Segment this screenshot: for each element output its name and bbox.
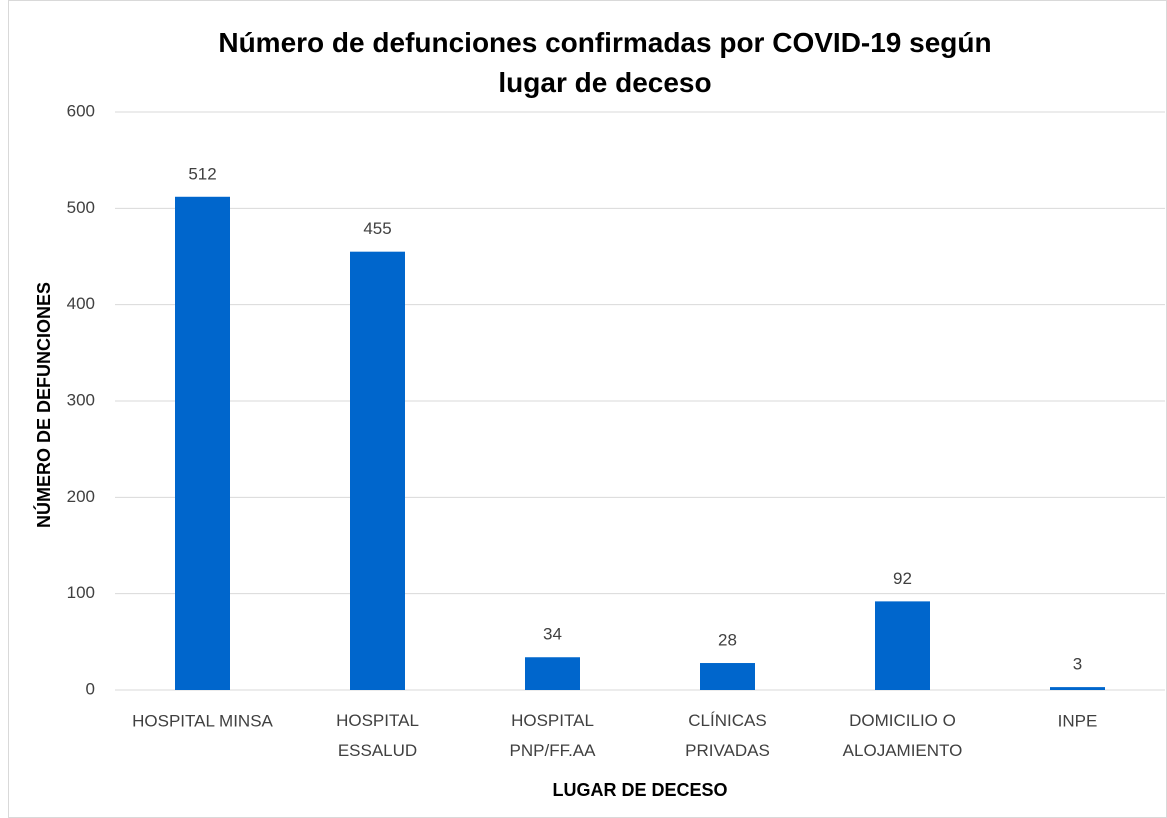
bar: [1050, 687, 1105, 690]
data-label: 3: [1073, 655, 1082, 674]
y-axis-title: NÚMERO DE DEFUNCIONES: [33, 282, 54, 528]
x-tick-label: HOSPITAL PNP/FF.AA: [510, 711, 597, 760]
bar: [525, 657, 580, 690]
y-tick-label: 300: [67, 390, 95, 409]
x-tick-label: INPE: [1058, 711, 1098, 730]
y-tick-label: 500: [67, 198, 95, 217]
bar: [700, 663, 755, 690]
y-tick-label: 600: [67, 101, 95, 120]
data-label: 92: [893, 569, 912, 588]
x-tick-label: CLÍNICAS PRIVADAS: [685, 711, 770, 760]
y-tick-label: 0: [86, 679, 95, 698]
x-tick-label: HOSPITAL MINSA: [132, 711, 273, 730]
data-label: 28: [718, 631, 737, 650]
x-tick-label: HOSPITAL ESSALUD: [336, 711, 419, 760]
data-label: 512: [188, 164, 216, 183]
data-label: 34: [543, 625, 562, 644]
y-tick-label: 400: [67, 294, 95, 313]
bar: [350, 251, 405, 690]
x-tick-label: DOMICILIO O ALOJAMIENTO: [843, 711, 963, 760]
y-tick-label: 200: [67, 487, 95, 506]
bar: [875, 601, 930, 690]
data-label: 455: [363, 219, 391, 238]
chart-title: Número de defunciones confirmadas por CO…: [218, 27, 991, 98]
x-axis-title: LUGAR DE DECESO: [552, 780, 727, 800]
bar: [175, 196, 230, 691]
y-tick-label: 100: [67, 583, 95, 602]
